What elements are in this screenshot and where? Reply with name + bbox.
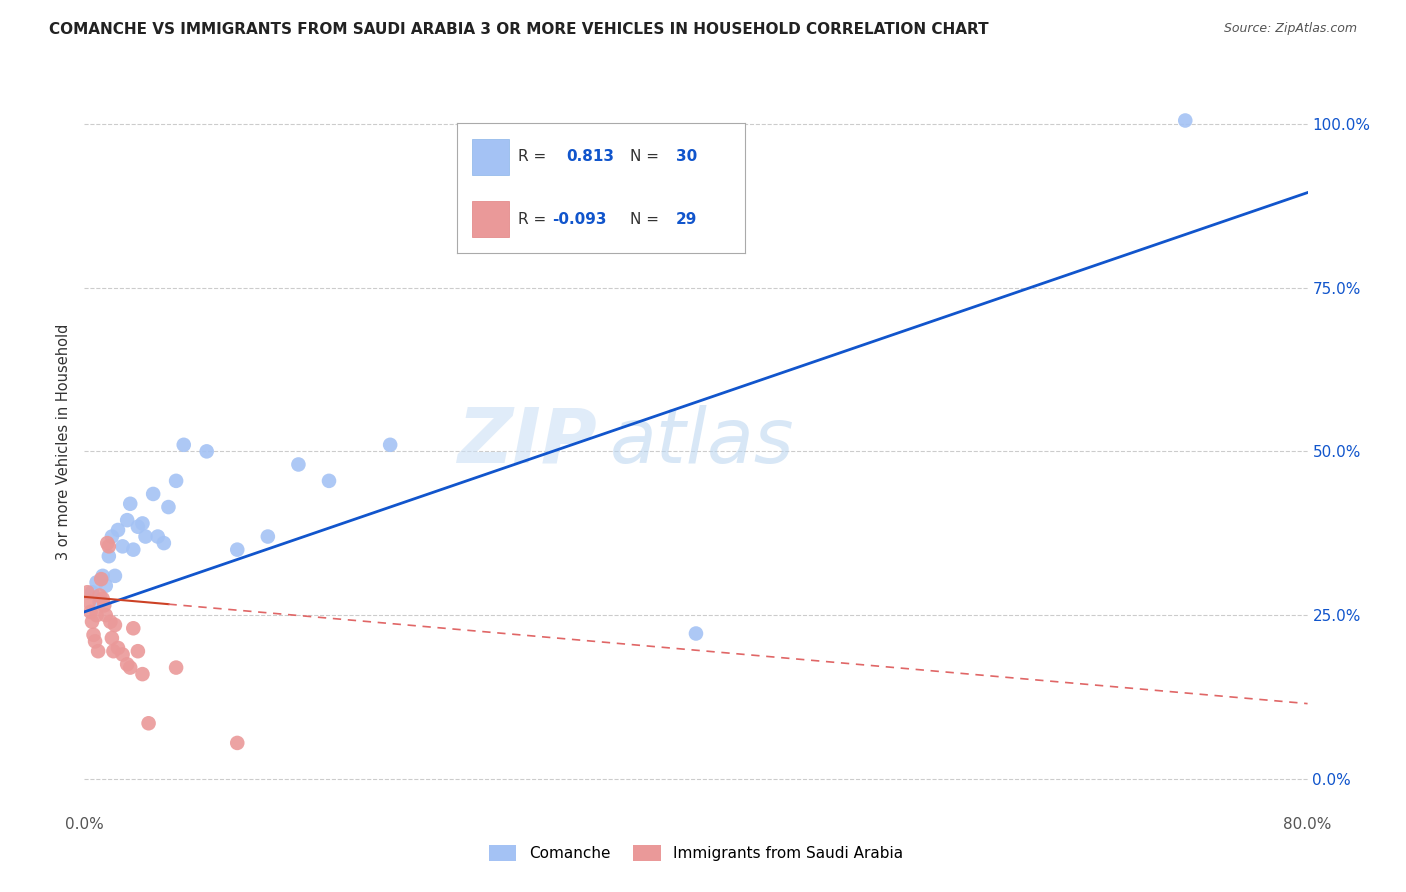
Point: [157, 500, 180, 514]
Point: [195, 444, 218, 458]
Point: [76, 585, 98, 599]
Point: [94, 579, 117, 593]
Text: Source: ZipAtlas.com: Source: ZipAtlas.com: [1223, 22, 1357, 36]
Point: [107, 523, 129, 537]
Point: [87, 644, 110, 658]
Point: [135, 530, 157, 544]
Point: [86, 575, 108, 590]
Text: ZIP: ZIP: [458, 405, 598, 478]
Point: [91, 569, 114, 583]
Point: [138, 716, 160, 731]
Point: [77, 595, 100, 609]
Point: [111, 540, 134, 554]
Point: [111, 648, 134, 662]
Point: [257, 530, 280, 544]
Text: COMANCHE VS IMMIGRANTS FROM SAUDI ARABIA 3 OR MORE VEHICLES IN HOUSEHOLD CORRELA: COMANCHE VS IMMIGRANTS FROM SAUDI ARABIA…: [49, 22, 988, 37]
Point: [146, 530, 169, 544]
Point: [84, 634, 107, 648]
Point: [86, 608, 108, 623]
Point: [101, 530, 124, 544]
Point: [287, 458, 309, 472]
Point: [115, 657, 138, 672]
Point: [226, 542, 249, 557]
Point: [131, 516, 153, 531]
Point: [685, 626, 707, 640]
Point: [101, 631, 124, 645]
Point: [96, 536, 118, 550]
Text: atlas: atlas: [610, 405, 794, 478]
Point: [80, 585, 103, 599]
Point: [104, 618, 127, 632]
Point: [122, 542, 145, 557]
Point: [142, 487, 165, 501]
Point: [94, 608, 117, 623]
Point: [97, 540, 120, 554]
Point: [153, 536, 176, 550]
Legend: Comanche, Immigrants from Saudi Arabia: Comanche, Immigrants from Saudi Arabia: [482, 838, 910, 867]
Point: [131, 667, 153, 681]
Y-axis label: 3 or more Vehicles in Household: 3 or more Vehicles in Household: [56, 324, 72, 559]
Point: [83, 628, 105, 642]
Point: [90, 572, 112, 586]
Point: [107, 640, 129, 655]
Point: [79, 605, 101, 619]
Point: [104, 569, 127, 583]
Point: [173, 438, 195, 452]
Point: [127, 519, 149, 533]
Point: [89, 589, 111, 603]
Point: [80, 615, 103, 629]
Point: [115, 513, 138, 527]
Point: [120, 660, 142, 674]
Point: [122, 621, 145, 635]
Point: [103, 644, 125, 658]
Point: [226, 736, 249, 750]
Point: [127, 644, 149, 658]
Point: [165, 660, 187, 674]
Point: [380, 438, 402, 452]
Point: [165, 474, 187, 488]
Point: [1174, 113, 1197, 128]
Point: [120, 497, 142, 511]
Point: [318, 474, 340, 488]
Point: [91, 591, 114, 606]
Point: [98, 615, 121, 629]
Point: [89, 595, 111, 609]
Point: [97, 549, 120, 564]
Point: [93, 599, 115, 613]
